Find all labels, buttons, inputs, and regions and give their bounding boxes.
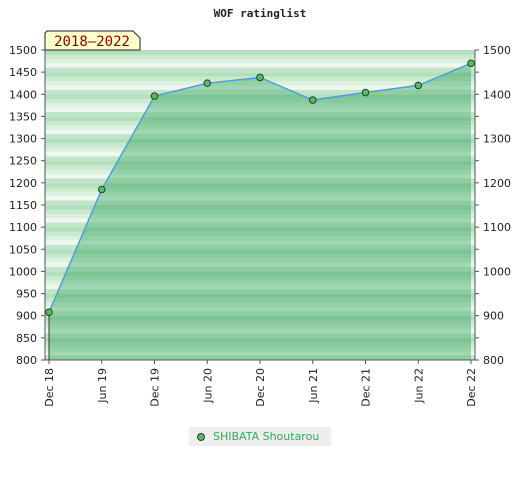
y-tick-label-left: 1250	[9, 155, 37, 168]
y-tick-label-right: 1500	[483, 44, 511, 57]
y-tick-label-right: 1000	[483, 265, 511, 278]
y-tick-label-left: 850	[16, 332, 37, 345]
y-tick-label-left: 1300	[9, 133, 37, 146]
x-tick-label: Dec 21	[360, 368, 373, 407]
period-badge: 2018–2022	[44, 30, 141, 51]
x-tick-label: Dec 19	[149, 368, 162, 407]
y-tick-label-right: 800	[483, 354, 504, 367]
y-tick-label-right: 900	[483, 310, 504, 323]
y-tick-label-left: 950	[16, 288, 37, 301]
x-tick-label: Dec 20	[254, 368, 267, 407]
data-point	[150, 92, 159, 100]
x-tick-label: Jun 22	[412, 368, 425, 404]
x-tick-label: Jun 19	[96, 368, 109, 404]
legend-label: SHIBATA Shoutarou	[213, 430, 320, 443]
background-stripe	[45, 50, 475, 55]
y-tick-label-left: 1050	[9, 243, 37, 256]
y-tick-label-left: 1000	[9, 265, 37, 278]
x-tick-label: Jun 20	[201, 368, 214, 404]
data-point	[256, 73, 264, 82]
data-point	[97, 185, 106, 194]
data-point	[45, 308, 53, 316]
axes: 800 800 850 900 900 950 1000 1000 1050 1100 1100 11…	[9, 44, 511, 407]
y-tick-label-left: 1200	[9, 177, 37, 190]
y-tick-label-left: 1350	[9, 110, 37, 123]
y-tick-label-left: 1450	[9, 66, 37, 79]
y-tick-label-right: 1400	[483, 88, 511, 101]
data-point	[361, 88, 370, 97]
chart-title: WOF ratinglist	[214, 7, 307, 20]
data-point	[308, 96, 317, 104]
y-tick-label-left: 800	[16, 354, 37, 367]
background-stripe	[45, 54, 475, 60]
y-tick-label-left: 1150	[9, 199, 37, 212]
y-tick-label-left: 1400	[9, 88, 37, 101]
legend: SHIBATA Shoutarou	[189, 427, 331, 446]
y-tick-label-right: 1200	[483, 177, 511, 190]
y-tick-label-right: 1100	[483, 221, 511, 234]
area-fill	[49, 63, 471, 361]
y-tick-label-left: 1100	[9, 221, 37, 234]
data-marks	[45, 59, 475, 360]
data-point	[467, 59, 475, 68]
background-stripe	[45, 58, 475, 64]
y-tick-label-right: 1300	[483, 133, 511, 146]
background-stripe	[45, 67, 475, 73]
background-stripe	[45, 63, 475, 69]
period-badge-label: 2018–2022	[54, 34, 130, 50]
plot-area	[49, 63, 471, 361]
y-tick-label-left: 900	[16, 310, 37, 323]
data-point	[203, 79, 212, 88]
x-tick-label: Dec 22	[465, 368, 478, 407]
data-point	[414, 81, 423, 90]
y-tick-label-left: 1500	[9, 44, 37, 57]
legend-marker-icon	[197, 432, 205, 441]
x-tick-label: Dec 18	[43, 368, 56, 407]
x-tick-label: Jun 21	[307, 368, 320, 404]
